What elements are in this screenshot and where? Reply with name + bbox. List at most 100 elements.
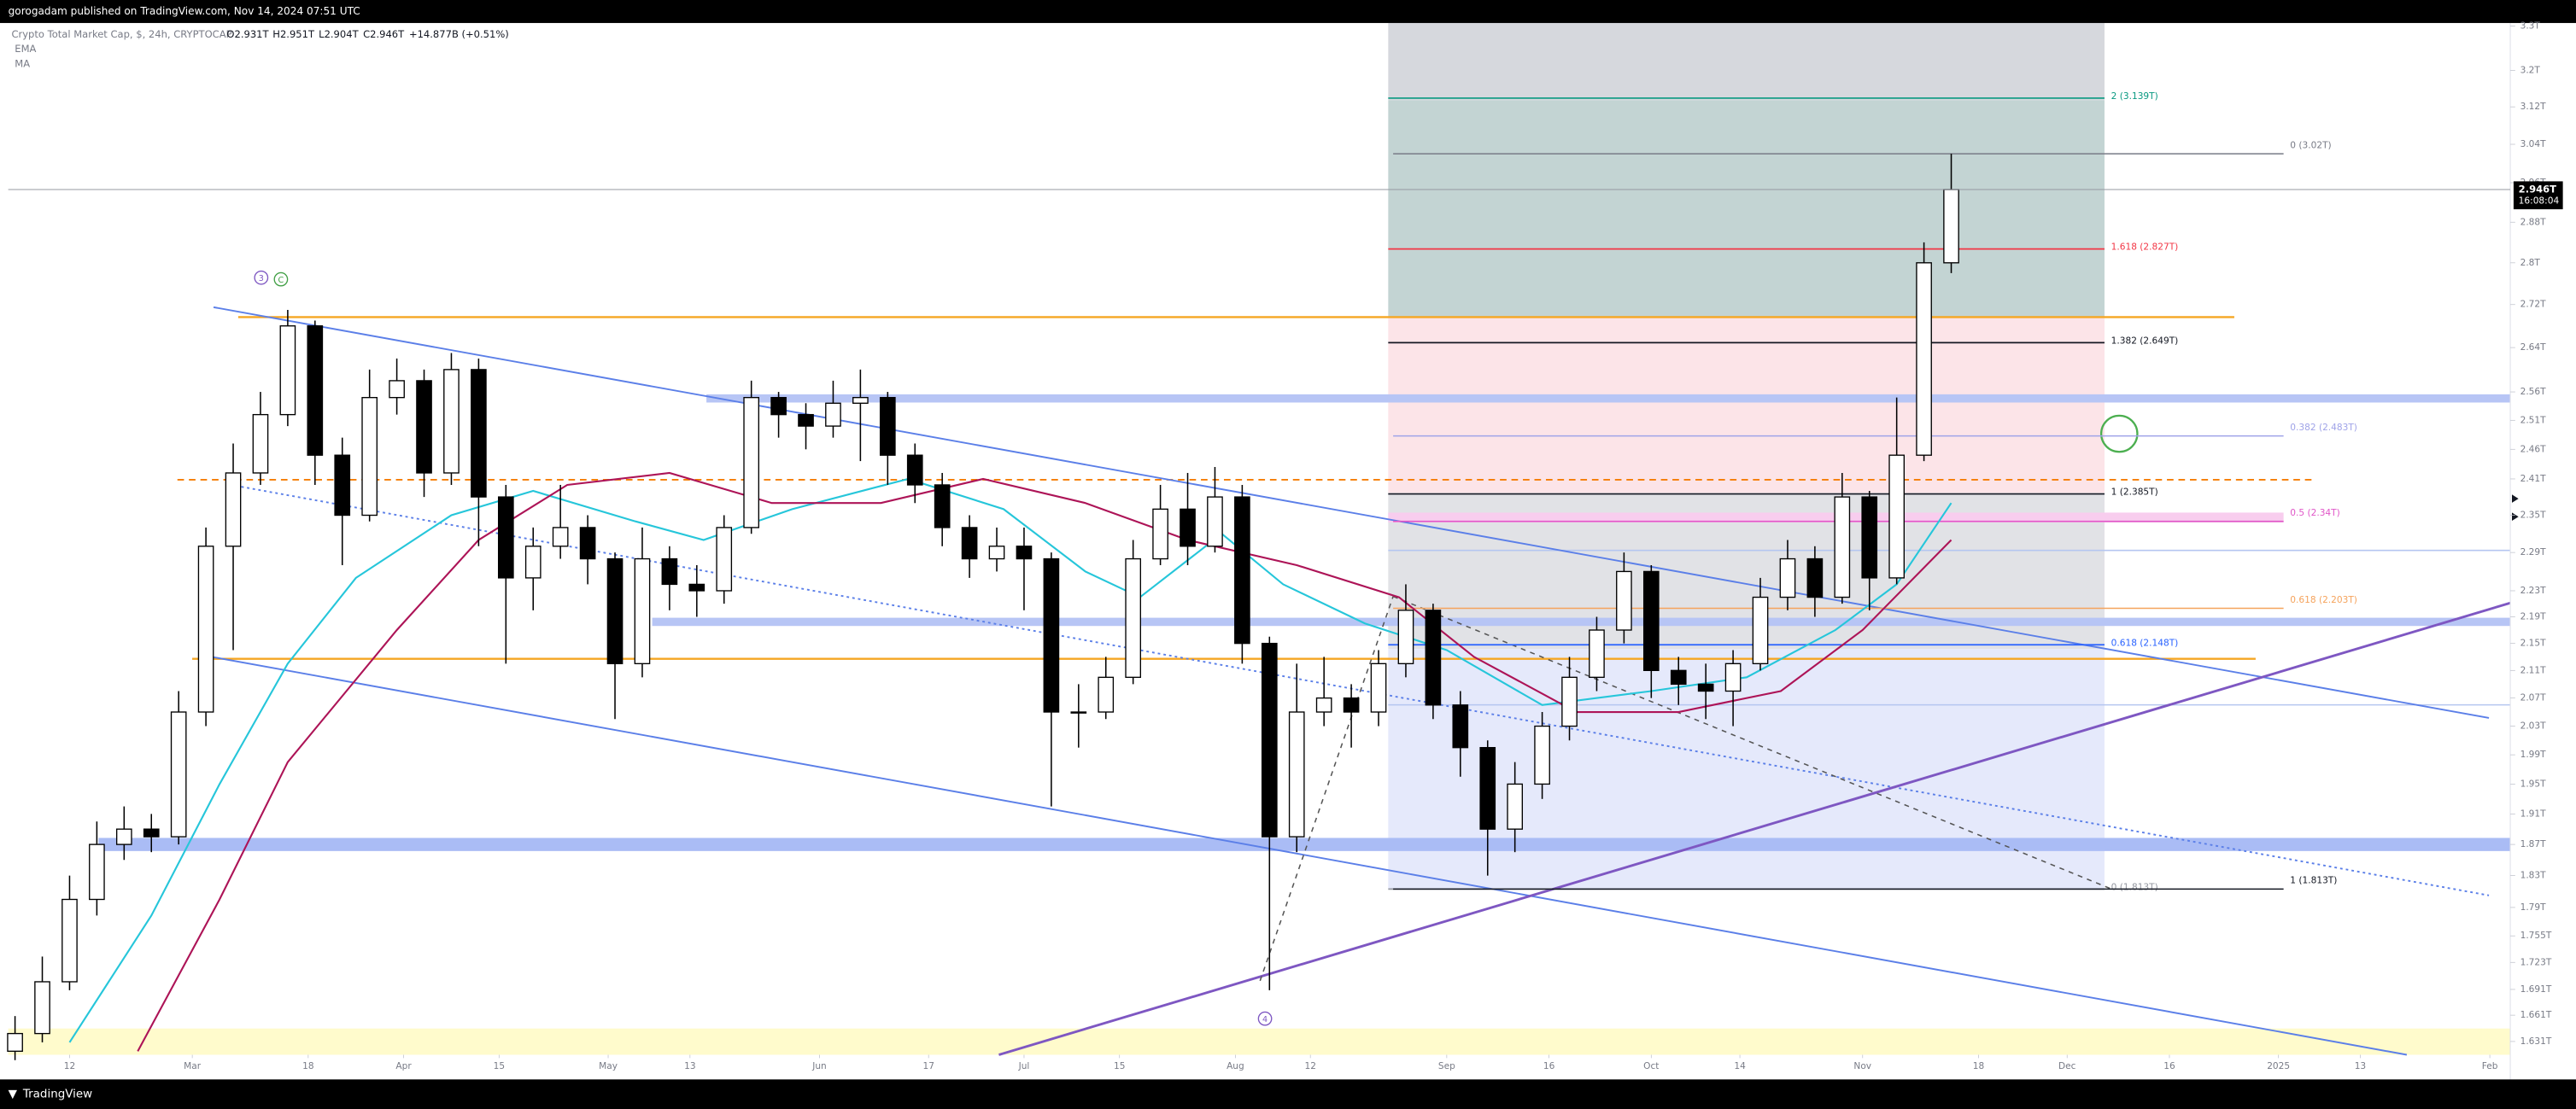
x-tick-label: 17 <box>922 1061 934 1071</box>
legend-entry: EMA <box>15 43 36 55</box>
y-tick-label: 2.19T <box>2520 612 2547 622</box>
candle-body <box>688 583 705 592</box>
x-tick-label: Sep <box>1438 1061 1455 1071</box>
zone <box>8 1028 2511 1055</box>
zone <box>98 838 2511 851</box>
retracement-level-label: 1 (1.813T) <box>2290 876 2337 886</box>
candle-body <box>416 380 432 474</box>
trendline <box>213 306 2490 719</box>
last-price-label: 2.946T <box>2519 184 2556 196</box>
candle-body <box>552 527 569 547</box>
y-tick-label: 1.631T <box>2520 1036 2552 1047</box>
candle-body <box>934 484 951 528</box>
candle-body <box>1261 642 1278 838</box>
candle-body <box>798 413 814 427</box>
x-tick-label: 12 <box>1304 1061 1315 1071</box>
wave-marker <box>1257 1011 1273 1026</box>
candle-body <box>1152 508 1168 560</box>
candle-body <box>770 396 787 416</box>
candle-body <box>1670 669 1687 686</box>
profit-box <box>1388 100 2105 318</box>
candle-body <box>1288 711 1305 838</box>
y-tick-label: 2.11T <box>2520 665 2547 675</box>
candle-body <box>497 496 514 579</box>
ohlc-high: H2.951T <box>272 28 315 40</box>
candle-body <box>1370 662 1387 713</box>
header-bar <box>0 0 2576 23</box>
x-tick-label: 18 <box>1973 1061 1984 1071</box>
candle-body <box>389 380 405 399</box>
candle-body <box>1207 496 1223 547</box>
candle-body <box>143 828 160 838</box>
x-tick-label: 16 <box>2163 1061 2175 1071</box>
candle-body <box>988 546 1005 560</box>
position-level-label: 1 (2.385T) <box>2111 487 2158 498</box>
candle-body <box>1397 610 1414 665</box>
position-level-label: 1.382 (2.649T) <box>2111 336 2179 346</box>
highlight-circle <box>2099 414 2139 453</box>
y-tick-label: 2.23T <box>2520 586 2547 596</box>
y-tick-label: 2.56T <box>2520 387 2547 397</box>
x-tick-label: 13 <box>684 1061 695 1071</box>
candle-body <box>1697 683 1714 692</box>
candle-body <box>961 527 978 560</box>
candle-body <box>1452 704 1469 749</box>
y-tick-label: 2.35T <box>2520 511 2547 521</box>
y-tick-label: 3.2T <box>2520 65 2541 75</box>
candle-body <box>471 369 487 498</box>
y-tick-label: 2.46T <box>2520 444 2547 454</box>
footer-logo-icon: ▼ <box>9 1089 18 1101</box>
x-tick-label: Jul <box>1018 1061 1030 1071</box>
y-tick-label: 2.72T <box>2520 300 2547 310</box>
candle-body <box>1534 725 1550 785</box>
candle-body <box>1642 570 1660 671</box>
x-tick-label: Aug <box>1227 1061 1244 1071</box>
footer-bar <box>0 1079 2576 1109</box>
candle-body <box>524 546 542 579</box>
zone <box>706 394 2511 403</box>
candle-body <box>89 843 105 901</box>
wave-marker <box>273 271 289 287</box>
candle-body <box>1861 496 1878 579</box>
y-tick-label: 2.88T <box>2520 217 2547 227</box>
y-tick-label: 2.03T <box>2520 721 2547 732</box>
x-tick-label: Dec <box>2058 1061 2076 1071</box>
candle-body <box>1589 629 1605 679</box>
header-text: gorogadam published on TradingView.com, … <box>9 5 360 17</box>
candle-body <box>1916 262 1932 456</box>
y-tick-label: 2.41T <box>2520 474 2547 484</box>
y-tick-label: 1.95T <box>2520 779 2547 789</box>
y-tick-label: 1.661T <box>2520 1010 2552 1020</box>
candle-body <box>279 325 296 416</box>
candle-body <box>1752 596 1769 665</box>
position-level-label: 1.618 (2.827T) <box>2111 242 2179 253</box>
projection-line <box>1259 596 1394 982</box>
x-tick-label: Apr <box>395 1061 412 1071</box>
wave-label: C <box>278 276 284 285</box>
y-tick-label: 2.51T <box>2520 415 2547 425</box>
indicator-line <box>137 471 1952 1052</box>
candle-body <box>7 1032 23 1052</box>
candle-body <box>634 557 651 665</box>
y-tick-label: 1.755T <box>2520 931 2552 941</box>
x-tick-label: 16 <box>1543 1061 1555 1071</box>
candle-body <box>225 472 242 547</box>
candle-body <box>743 396 759 528</box>
candle-body <box>716 527 733 592</box>
retracement-level-label: 0 (3.02T) <box>2290 141 2331 151</box>
trendline <box>213 656 2408 1056</box>
position-level-label: 0 (1.813T) <box>2111 882 2158 892</box>
y-tick-label: 1.83T <box>2520 871 2547 881</box>
y-tick-label: 2.15T <box>2520 639 2547 649</box>
candle-body <box>1724 662 1742 692</box>
y-tick-label: 2.8T <box>2520 258 2541 268</box>
x-tick-label: Mar <box>184 1061 202 1071</box>
y-tick-label: 1.87T <box>2520 839 2547 849</box>
x-tick-label: Jun <box>811 1061 827 1071</box>
x-tick-label: 12 <box>64 1061 75 1071</box>
x-tick-label: Nov <box>1853 1061 1871 1071</box>
candle-body <box>579 527 596 560</box>
